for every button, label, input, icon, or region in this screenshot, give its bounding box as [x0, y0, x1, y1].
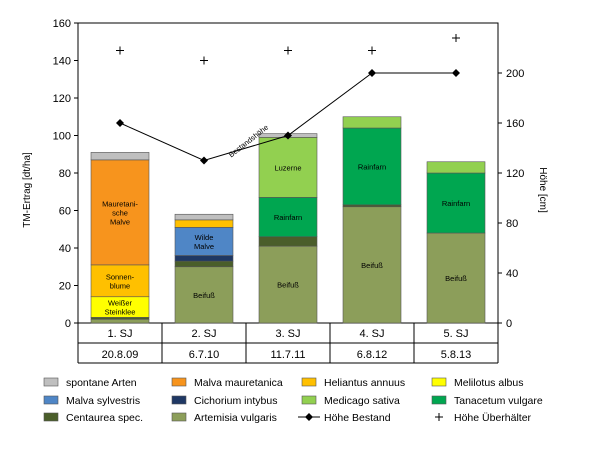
legend-swatch — [301, 377, 317, 387]
legend-label: Melilotus albus — [454, 377, 523, 389]
bar-segment-label: Wilde Malve — [194, 233, 214, 251]
legend-swatch — [171, 377, 187, 387]
legend-label: spontane Arten — [66, 377, 137, 389]
bar-segment — [90, 318, 150, 324]
legend-swatch — [43, 395, 59, 405]
category-label: 2. SJ — [191, 328, 216, 340]
legend-swatch — [43, 412, 59, 422]
legend-swatch — [43, 377, 59, 387]
category-label: 3. SJ — [275, 328, 300, 340]
legend-label: Artemisia vulgaris — [194, 412, 277, 424]
legend-swatch — [431, 395, 447, 405]
legend-swatch — [171, 412, 187, 422]
bar-segment — [90, 264, 150, 298]
legend: spontane Arten Malva mauretanica Heliantus… — [43, 377, 543, 424]
bar-segment — [174, 260, 234, 268]
legend-marker — [305, 413, 313, 421]
y-tick-label: 80 — [59, 168, 71, 180]
legend-swatch — [301, 395, 317, 405]
bar-segment-label: Beifuß — [277, 281, 299, 290]
bar-segment — [426, 172, 486, 234]
y-tick-label: 120 — [53, 93, 71, 105]
hoehe-bestand-point — [116, 119, 124, 127]
category-label: 1. SJ — [107, 328, 132, 340]
y2-axis-title: Höhe [cm] — [537, 167, 548, 213]
y-tick-label: 160 — [53, 18, 71, 30]
bar-segment — [342, 127, 402, 206]
legend-label: Centaurea spec. — [66, 412, 143, 424]
bar-segment — [258, 236, 318, 247]
legend-label: Tanacetum vulgare — [454, 395, 543, 407]
category-table: 1. SJ 20.8.09 2. SJ 6.7.10 3. SJ 11.7.11 4. SJ… — [77, 323, 499, 364]
bar-segment — [258, 137, 318, 198]
y-tick-label: 0 — [65, 318, 71, 330]
y-tick-label: 40 — [59, 243, 71, 255]
bar-segment-label: Beifuß — [445, 274, 467, 283]
bar-segment — [426, 232, 486, 324]
y2-tick-label: 0 — [506, 318, 512, 330]
hoehe-ueberhaelter-point — [200, 56, 208, 65]
bar-segment-label: Weißer Steinklee — [105, 299, 136, 317]
bar-segment — [174, 255, 234, 262]
y-tick-label: 140 — [53, 56, 71, 68]
hoehe-bestand-point — [368, 69, 376, 77]
legend-label: Cichorium intybus — [194, 395, 277, 407]
legend-marker — [435, 413, 443, 421]
bar-segment — [174, 266, 234, 324]
category-label: 5. SJ — [443, 328, 468, 340]
hoehe-ueberhaelter-point — [284, 46, 292, 55]
hoehe-bestand-point — [284, 131, 292, 140]
hoehe-bestand-point — [452, 69, 460, 77]
bar-segment-label: Sonnen-blume — [106, 272, 135, 290]
y-tick-label: 60 — [59, 206, 71, 218]
category-date: 20.8.09 — [102, 349, 139, 361]
hoehe-bestand-point — [200, 156, 208, 165]
y-tick-label: 100 — [53, 131, 71, 143]
legend-label: Höhe Bestand — [324, 412, 391, 424]
bar-segment — [174, 219, 234, 228]
legend-swatch — [431, 377, 447, 387]
bar-segment-label: Rainfarn — [274, 213, 302, 222]
hoehe-ueberhaelter-point — [368, 46, 376, 55]
legend-label: Malva mauretanica — [194, 377, 283, 389]
bar-segment-label: Mauretani-sche Malve — [102, 199, 138, 226]
legend-label: Heliantus annuus — [324, 377, 405, 389]
y2-tick-label: 160 — [506, 118, 524, 130]
bar-segment-label: Luzerne — [274, 163, 301, 172]
bar-segment — [258, 197, 318, 238]
bar-segment — [342, 116, 402, 129]
bar-segment — [90, 159, 150, 266]
bar-segment — [174, 213, 234, 221]
y-axis-title: TM-Ertrag [dt/ha] — [22, 152, 33, 228]
category-date: 11.7.11 — [270, 349, 305, 361]
legend-label: Malva sylvestris — [66, 395, 140, 407]
legend-swatch — [171, 395, 187, 405]
legend-label: Medicago sativa — [324, 395, 400, 407]
bar-segment-label: Rainfarn — [442, 199, 470, 208]
y2-tick-label: 120 — [506, 168, 524, 180]
bar-segment-label: Beifuß — [361, 261, 383, 270]
category-date: 5.8.13 — [441, 349, 472, 361]
bar-segment-label: Beifuß — [193, 291, 215, 300]
hoehe-ueberhaelter-point — [452, 34, 460, 42]
y2-tick-label: 40 — [506, 268, 518, 280]
bar-segment — [90, 152, 150, 161]
bar-segment-label: Rainfarn — [358, 162, 386, 171]
hoehe-ueberhaelter-point — [116, 46, 124, 55]
y2-tick-label: 80 — [506, 218, 518, 230]
bars: Weißer Steinklee Sonnen-blume Mauretani-sch… — [90, 116, 486, 324]
category-label: 4. SJ — [359, 328, 384, 340]
category-date: 6.8.12 — [357, 349, 388, 361]
y-tick-label: 20 — [59, 281, 71, 293]
y2-tick-label: 200 — [506, 68, 524, 80]
legend-label: Höhe Überhälter — [454, 412, 532, 424]
bar-segment — [342, 206, 402, 324]
bar-segment — [426, 161, 486, 174]
axes: 0 20 40 60 80 100 120 140 160 0 40 80 120 160 200 — [53, 18, 525, 330]
category-date: 6.7.10 — [189, 349, 220, 361]
